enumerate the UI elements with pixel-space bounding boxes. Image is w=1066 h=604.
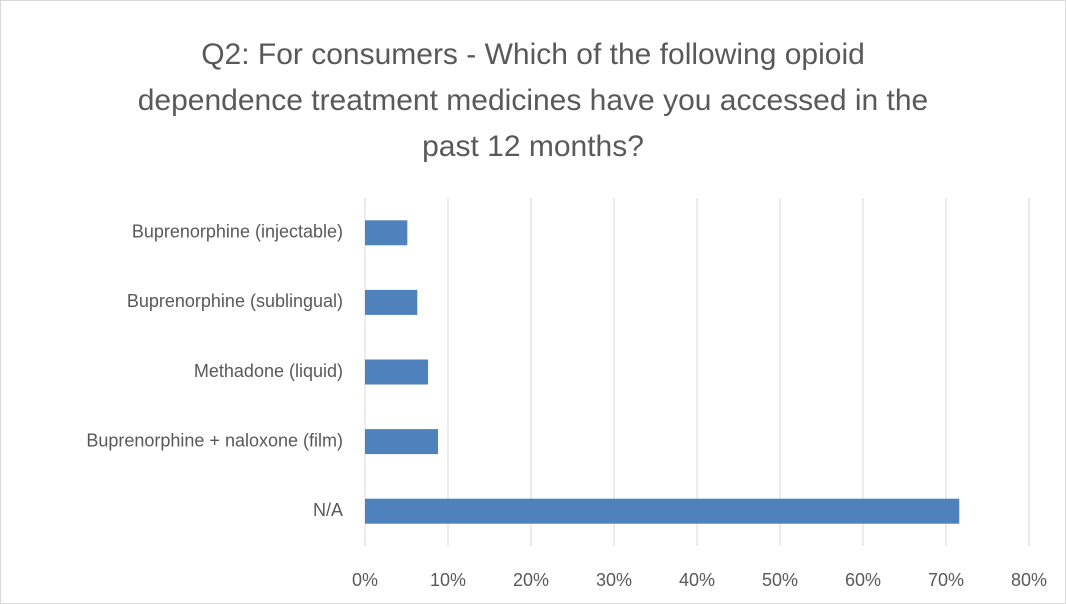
x-tick-label: 30%: [596, 570, 632, 590]
bar: [365, 429, 439, 455]
x-tick-label: 40%: [679, 570, 715, 590]
x-tick-label: 50%: [762, 570, 798, 590]
bar: [365, 220, 408, 246]
y-tick-label: Methadone (liquid): [194, 361, 343, 381]
x-tick-label: 0%: [352, 570, 378, 590]
y-tick-label: Buprenorphine (sublingual): [127, 291, 343, 311]
x-tick-label: 20%: [513, 570, 549, 590]
y-tick-label: N/A: [313, 500, 343, 520]
y-tick-label: Buprenorphine (injectable): [132, 222, 343, 242]
x-tick-label: 60%: [845, 570, 881, 590]
y-tick-label: Buprenorphine + naloxone (film): [86, 430, 343, 450]
bar: [365, 359, 429, 385]
bar: [365, 498, 960, 524]
bar: [365, 289, 418, 315]
x-tick-label: 80%: [1011, 570, 1047, 590]
chart-title: Q2: For consumers - Which of the followi…: [137, 38, 929, 163]
x-tick-label: 10%: [430, 570, 466, 590]
x-tick-label: 70%: [928, 570, 964, 590]
